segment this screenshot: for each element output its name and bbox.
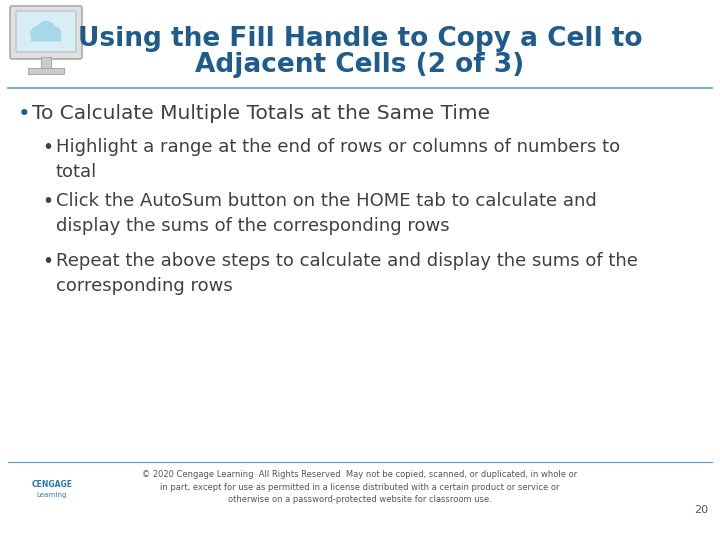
Bar xyxy=(28,68,64,74)
Circle shape xyxy=(31,26,45,40)
Circle shape xyxy=(48,27,60,40)
FancyBboxPatch shape xyxy=(31,31,61,42)
FancyBboxPatch shape xyxy=(16,11,76,52)
FancyBboxPatch shape xyxy=(10,6,82,59)
Text: Highlight a range at the end of rows or columns of numbers to
total: Highlight a range at the end of rows or … xyxy=(56,138,620,181)
Text: CENGAGE: CENGAGE xyxy=(32,480,73,489)
Text: Using the Fill Handle to Copy a Cell to: Using the Fill Handle to Copy a Cell to xyxy=(78,26,642,52)
Text: 20: 20 xyxy=(694,505,708,515)
Circle shape xyxy=(37,22,55,39)
Text: •: • xyxy=(42,252,53,271)
Text: To Calculate Multiple Totals at the Same Time: To Calculate Multiple Totals at the Same… xyxy=(32,104,490,123)
Text: © 2020 Cengage Learning  All Rights Reserved  May not be copied, scanned, or dup: © 2020 Cengage Learning All Rights Reser… xyxy=(143,470,577,504)
Text: Repeat the above steps to calculate and display the sums of the
corresponding ro: Repeat the above steps to calculate and … xyxy=(56,252,638,295)
Text: Learning: Learning xyxy=(37,492,67,498)
Text: •: • xyxy=(42,138,53,157)
Bar xyxy=(41,57,51,68)
Text: •: • xyxy=(42,192,53,211)
Text: •: • xyxy=(18,104,31,124)
Text: Click the AutoSum button on the HOME tab to calculate and
display the sums of th: Click the AutoSum button on the HOME tab… xyxy=(56,192,597,235)
Text: Adjacent Cells (2 of 3): Adjacent Cells (2 of 3) xyxy=(195,52,525,78)
